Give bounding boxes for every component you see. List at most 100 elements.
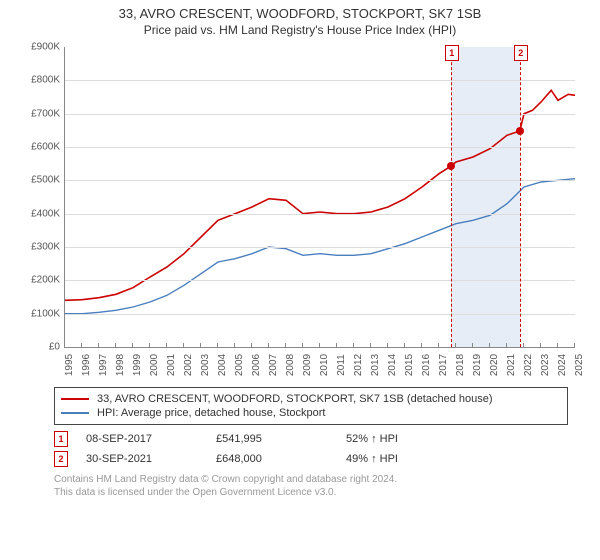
event-price: £648,000: [216, 453, 346, 465]
x-tick-mark: [574, 343, 575, 347]
x-tick-label: 2003: [200, 354, 211, 376]
y-tick-label: £600K: [20, 142, 60, 153]
x-tick-label: 2019: [472, 354, 483, 376]
x-tick-label: 2025: [574, 354, 585, 376]
x-tick-mark: [472, 343, 473, 347]
x-tick-mark: [98, 343, 99, 347]
x-tick-label: 2018: [455, 354, 466, 376]
x-tick-mark: [523, 343, 524, 347]
x-tick-label: 2023: [540, 354, 551, 376]
x-tick-mark: [455, 343, 456, 347]
x-tick-mark: [557, 343, 558, 347]
event-dot: [516, 127, 524, 135]
x-tick-mark: [302, 343, 303, 347]
event-pct: 49% ↑ HPI: [346, 453, 476, 465]
x-tick-label: 2008: [285, 354, 296, 376]
x-tick-label: 1998: [115, 354, 126, 376]
page-subtitle: Price paid vs. HM Land Registry's House …: [10, 23, 590, 37]
x-tick-label: 2015: [404, 354, 415, 376]
x-tick-mark: [149, 343, 150, 347]
gridline: [65, 80, 575, 81]
y-tick-label: £0: [20, 342, 60, 353]
event-price: £541,995: [216, 433, 346, 445]
x-tick-mark: [353, 343, 354, 347]
x-tick-mark: [251, 343, 252, 347]
x-tick-mark: [438, 343, 439, 347]
x-tick-label: 1995: [64, 354, 75, 376]
y-tick-label: £500K: [20, 175, 60, 186]
x-tick-label: 1996: [81, 354, 92, 376]
x-tick-mark: [217, 343, 218, 347]
x-tick-label: 2007: [268, 354, 279, 376]
license-text: Contains HM Land Registry data © Crown c…: [54, 473, 590, 499]
gridline: [65, 114, 575, 115]
x-tick-label: 2024: [557, 354, 568, 376]
x-tick-mark: [387, 343, 388, 347]
x-tick-label: 2005: [234, 354, 245, 376]
x-tick-label: 2014: [387, 354, 398, 376]
license-line: Contains HM Land Registry data © Crown c…: [54, 473, 590, 486]
y-tick-label: £400K: [20, 208, 60, 219]
event-pct: 52% ↑ HPI: [346, 433, 476, 445]
y-tick-label: £200K: [20, 275, 60, 286]
x-tick-mark: [319, 343, 320, 347]
gridline: [65, 147, 575, 148]
x-tick-mark: [285, 343, 286, 347]
gridline: [65, 280, 575, 281]
x-tick-label: 2017: [438, 354, 449, 376]
x-tick-label: 2022: [523, 354, 534, 376]
legend-label: 33, AVRO CRESCENT, WOODFORD, STOCKPORT, …: [97, 393, 493, 405]
series-line: [65, 90, 575, 300]
y-tick-label: £100K: [20, 308, 60, 319]
x-tick-label: 2011: [336, 354, 347, 376]
x-tick-label: 2016: [421, 354, 432, 376]
x-tick-mark: [336, 343, 337, 347]
event-id-box: 1: [54, 431, 68, 447]
x-tick-mark: [421, 343, 422, 347]
x-tick-label: 2001: [166, 354, 177, 376]
x-tick-label: 2000: [149, 354, 160, 376]
plot-area: 12: [64, 47, 575, 348]
license-line: This data is licensed under the Open Gov…: [54, 486, 590, 499]
x-tick-mark: [183, 343, 184, 347]
event-vline: [520, 47, 521, 347]
gridline: [65, 180, 575, 181]
x-tick-label: 1997: [98, 354, 109, 376]
event-marker-box: 2: [514, 45, 528, 61]
x-tick-mark: [115, 343, 116, 347]
legend: 33, AVRO CRESCENT, WOODFORD, STOCKPORT, …: [54, 387, 568, 425]
event-marker-box: 1: [445, 45, 459, 61]
x-tick-mark: [268, 343, 269, 347]
x-tick-label: 1999: [132, 354, 143, 376]
legend-row: 33, AVRO CRESCENT, WOODFORD, STOCKPORT, …: [61, 392, 561, 406]
x-tick-mark: [200, 343, 201, 347]
x-tick-label: 2013: [370, 354, 381, 376]
page-title: 33, AVRO CRESCENT, WOODFORD, STOCKPORT, …: [10, 6, 590, 21]
y-tick-label: £800K: [20, 75, 60, 86]
gridline: [65, 314, 575, 315]
x-tick-label: 2010: [319, 354, 330, 376]
event-row: 1 08-SEP-2017£541,99552% ↑ HPI: [54, 431, 590, 447]
x-tick-label: 2009: [302, 354, 313, 376]
x-tick-label: 2020: [489, 354, 500, 376]
y-tick-label: £300K: [20, 242, 60, 253]
x-tick-mark: [370, 343, 371, 347]
gridline: [65, 214, 575, 215]
y-tick-label: £900K: [20, 42, 60, 53]
price-chart: 12 £0£100K£200K£300K£400K£500K£600K£700K…: [20, 43, 580, 383]
event-date: 30-SEP-2021: [86, 453, 216, 465]
event-row: 230-SEP-2021£648,00049% ↑ HPI: [54, 451, 590, 467]
x-tick-label: 2004: [217, 354, 228, 376]
x-tick-mark: [132, 343, 133, 347]
event-date: 08-SEP-2017: [86, 433, 216, 445]
x-tick-label: 2002: [183, 354, 194, 376]
x-tick-mark: [489, 343, 490, 347]
x-tick-label: 2021: [506, 354, 517, 376]
x-tick-label: 2012: [353, 354, 364, 376]
x-tick-mark: [166, 343, 167, 347]
event-dot: [447, 162, 455, 170]
legend-label: HPI: Average price, detached house, Stoc…: [97, 407, 326, 419]
legend-row: HPI: Average price, detached house, Stoc…: [61, 406, 561, 420]
event-vline: [451, 47, 452, 347]
x-tick-mark: [540, 343, 541, 347]
